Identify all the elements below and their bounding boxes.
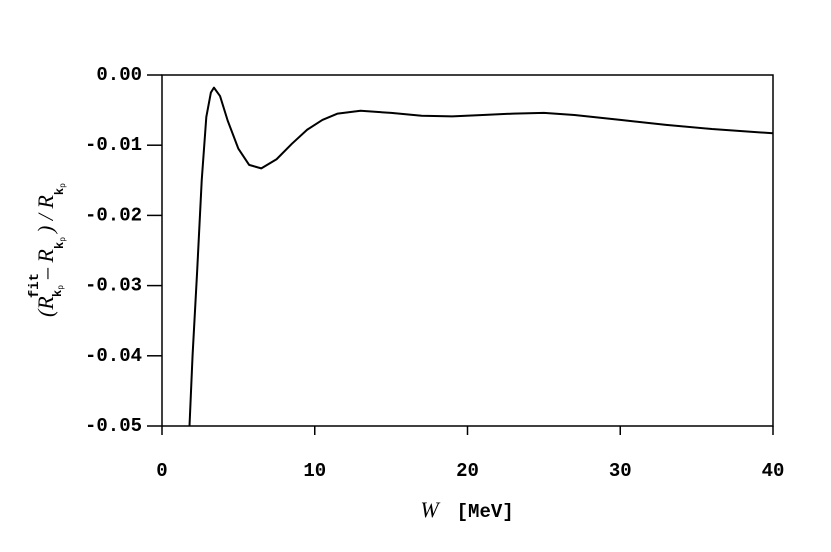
x-tick-label: 40 xyxy=(762,460,785,482)
y-tick-label: -0.02 xyxy=(85,204,142,226)
y-label-part: k xyxy=(51,290,65,297)
data-line xyxy=(188,86,774,427)
y-tick-label: -0.03 xyxy=(85,275,142,297)
plot-frame xyxy=(161,74,774,427)
y-label-part: p xyxy=(59,237,68,242)
y-label-part: k xyxy=(53,188,67,195)
y-label-part: (R xyxy=(33,296,58,317)
y-tick-label: -0.01 xyxy=(85,134,142,156)
x-label-symbol: W xyxy=(420,497,440,522)
y-label-part: k xyxy=(53,242,67,249)
x-tick-label: 30 xyxy=(609,460,632,482)
y-label-part: p xyxy=(57,285,66,290)
y-tick-label: -0.04 xyxy=(85,345,142,367)
y-axis-label: (Rfit kp– Rkp) / Rkp xyxy=(27,183,68,317)
y-tick-label: 0.00 xyxy=(96,64,142,86)
x-label-unit: [MeV] xyxy=(457,501,514,523)
y-label-part: p xyxy=(59,183,68,188)
x-axis-label: W [MeV] xyxy=(420,497,513,523)
x-tick-label: 20 xyxy=(456,460,479,482)
y-label-part: ) / R xyxy=(33,195,58,235)
y-label-part: – R xyxy=(33,248,58,280)
y-tick-label: -0.05 xyxy=(85,415,142,437)
x-tick-label: 10 xyxy=(303,460,326,482)
x-tick-label: 0 xyxy=(156,460,167,482)
y-label-part: fit xyxy=(27,273,43,298)
